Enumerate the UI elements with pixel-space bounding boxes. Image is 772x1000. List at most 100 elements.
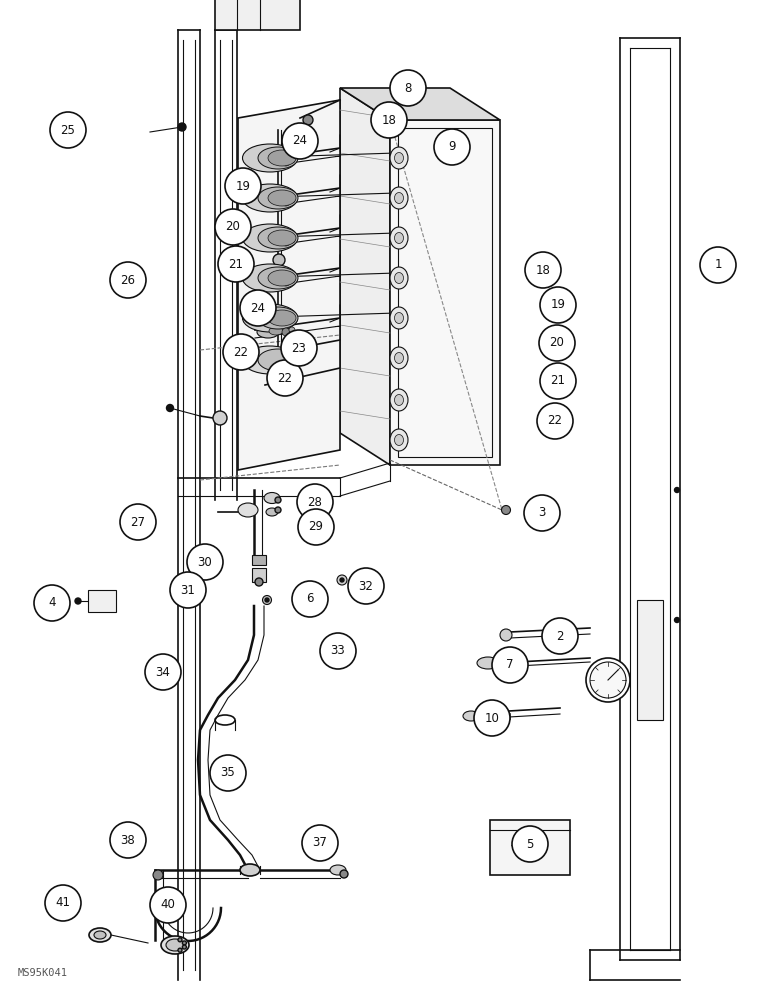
Ellipse shape bbox=[242, 144, 297, 172]
Circle shape bbox=[273, 254, 285, 266]
Text: 33: 33 bbox=[330, 645, 345, 658]
Circle shape bbox=[302, 825, 338, 861]
Ellipse shape bbox=[269, 197, 283, 205]
Circle shape bbox=[187, 544, 223, 580]
Ellipse shape bbox=[390, 429, 408, 451]
Ellipse shape bbox=[161, 936, 189, 954]
Ellipse shape bbox=[268, 270, 296, 286]
Ellipse shape bbox=[258, 349, 298, 371]
Text: 2: 2 bbox=[557, 630, 564, 643]
Bar bbox=[490, 820, 570, 875]
Ellipse shape bbox=[269, 157, 283, 165]
Ellipse shape bbox=[89, 928, 111, 942]
Ellipse shape bbox=[394, 394, 404, 406]
Circle shape bbox=[266, 351, 274, 359]
Circle shape bbox=[512, 826, 548, 862]
Circle shape bbox=[289, 237, 295, 243]
Text: 31: 31 bbox=[181, 584, 195, 596]
Circle shape bbox=[586, 658, 630, 702]
Circle shape bbox=[292, 581, 328, 617]
Circle shape bbox=[675, 488, 679, 492]
Circle shape bbox=[500, 629, 512, 641]
Text: 9: 9 bbox=[449, 140, 455, 153]
Circle shape bbox=[182, 945, 186, 949]
Ellipse shape bbox=[269, 277, 283, 285]
Circle shape bbox=[289, 277, 295, 283]
Text: 20: 20 bbox=[550, 336, 564, 350]
Circle shape bbox=[182, 941, 186, 945]
Circle shape bbox=[340, 578, 344, 582]
Circle shape bbox=[282, 328, 290, 336]
Bar bbox=[637, 600, 663, 720]
Ellipse shape bbox=[242, 304, 297, 332]
Circle shape bbox=[675, 617, 679, 622]
Text: 4: 4 bbox=[48, 596, 56, 609]
Text: 22: 22 bbox=[277, 371, 293, 384]
Circle shape bbox=[145, 654, 181, 690]
Bar bbox=[215, 0, 300, 30]
Ellipse shape bbox=[258, 307, 298, 329]
Circle shape bbox=[542, 618, 578, 654]
Circle shape bbox=[110, 262, 146, 298]
Ellipse shape bbox=[390, 187, 408, 209]
Circle shape bbox=[267, 360, 303, 396]
Ellipse shape bbox=[257, 276, 279, 288]
Ellipse shape bbox=[394, 312, 404, 324]
Circle shape bbox=[275, 497, 281, 503]
Circle shape bbox=[340, 870, 348, 878]
Circle shape bbox=[178, 938, 182, 942]
Text: 20: 20 bbox=[225, 221, 240, 233]
Circle shape bbox=[371, 102, 407, 138]
Ellipse shape bbox=[257, 236, 279, 248]
Text: 32: 32 bbox=[358, 580, 374, 592]
Circle shape bbox=[298, 509, 334, 545]
Circle shape bbox=[337, 575, 347, 585]
Ellipse shape bbox=[269, 327, 283, 335]
Text: 18: 18 bbox=[381, 113, 397, 126]
Circle shape bbox=[50, 112, 86, 148]
Text: 5: 5 bbox=[527, 838, 533, 850]
Polygon shape bbox=[340, 88, 500, 120]
Circle shape bbox=[265, 598, 269, 602]
Circle shape bbox=[502, 506, 510, 514]
Text: 28: 28 bbox=[307, 495, 323, 508]
Ellipse shape bbox=[258, 227, 298, 249]
Ellipse shape bbox=[390, 389, 408, 411]
Text: 29: 29 bbox=[309, 520, 323, 534]
Text: 34: 34 bbox=[156, 666, 171, 678]
Text: 35: 35 bbox=[221, 766, 235, 780]
Circle shape bbox=[289, 157, 295, 163]
Circle shape bbox=[540, 287, 576, 323]
Text: 38: 38 bbox=[120, 834, 135, 846]
Circle shape bbox=[540, 363, 576, 399]
Circle shape bbox=[297, 484, 333, 520]
Ellipse shape bbox=[394, 353, 404, 363]
Ellipse shape bbox=[258, 267, 298, 289]
Circle shape bbox=[348, 568, 384, 604]
Bar bbox=[88, 590, 116, 612]
Polygon shape bbox=[340, 88, 390, 465]
Ellipse shape bbox=[258, 187, 298, 209]
Circle shape bbox=[110, 822, 146, 858]
Ellipse shape bbox=[238, 503, 258, 517]
Text: 22: 22 bbox=[233, 346, 249, 359]
Circle shape bbox=[289, 197, 295, 203]
Ellipse shape bbox=[257, 326, 279, 338]
Ellipse shape bbox=[463, 711, 479, 721]
Ellipse shape bbox=[390, 347, 408, 369]
Text: 41: 41 bbox=[56, 896, 70, 910]
Circle shape bbox=[282, 198, 290, 206]
Circle shape bbox=[590, 662, 626, 698]
Circle shape bbox=[390, 70, 426, 106]
Text: 3: 3 bbox=[538, 506, 546, 520]
Text: 8: 8 bbox=[405, 82, 411, 95]
Circle shape bbox=[178, 123, 186, 131]
Circle shape bbox=[170, 572, 206, 608]
Ellipse shape bbox=[394, 434, 404, 446]
Ellipse shape bbox=[390, 267, 408, 289]
Ellipse shape bbox=[268, 310, 296, 326]
Ellipse shape bbox=[240, 864, 260, 876]
Ellipse shape bbox=[242, 264, 297, 292]
Ellipse shape bbox=[166, 939, 184, 951]
Circle shape bbox=[474, 700, 510, 736]
